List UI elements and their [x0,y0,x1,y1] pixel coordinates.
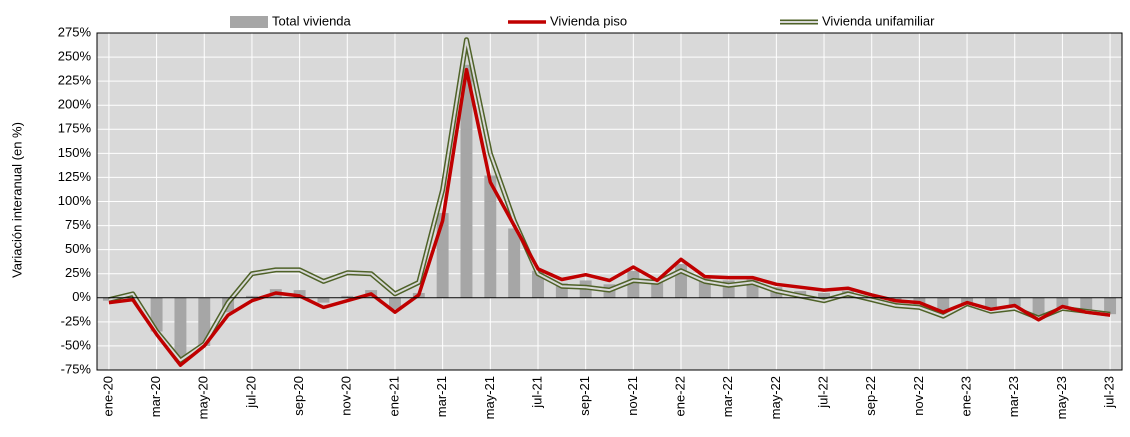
bar [698,278,711,298]
bar [436,213,449,298]
bar [460,64,473,298]
bar [555,283,568,298]
y-tick-label: -50% [61,337,92,352]
x-tick-label: ene-21 [386,376,401,416]
plot-frame [96,32,1123,371]
y-tick-label: 75% [65,217,91,232]
x-tick-label: jul-23 [1102,376,1117,409]
legend-label: Total vivienda [272,13,352,28]
y-tick-label: -75% [61,361,92,376]
x-tick-label: may-20 [196,376,211,419]
bar [1056,297,1069,308]
bar [341,295,354,298]
y-tick-label: 50% [65,241,91,256]
x-tick-label: ene-23 [958,376,973,416]
bar [746,279,759,298]
legend-label: Vivienda unifamiliar [822,13,935,28]
bar [1008,297,1021,307]
y-tick-label: 250% [58,49,92,64]
bar [532,270,544,298]
x-tick-label: jul-21 [529,376,544,409]
x-tick-label: may-23 [1054,376,1069,419]
bar [937,297,950,314]
y-tick-label: 275% [58,24,92,39]
bar [484,175,497,298]
x-tick-label: jul-22 [815,376,830,409]
bar [675,264,687,298]
bar [961,297,974,304]
y-tick-label: 0% [72,289,91,304]
x-tick-label: mar-22 [720,376,735,417]
bar [1080,297,1093,313]
x-tick-label: may-22 [768,376,783,419]
x-tick-label: sep-22 [863,376,878,416]
bar [1032,297,1045,319]
bar [198,297,211,346]
y-tick-label: 225% [58,73,92,88]
bar [1104,297,1117,315]
bar [245,295,258,298]
y-tick-label: 25% [65,265,91,280]
x-tick-label: may-21 [482,376,497,419]
x-tick-label: mar-23 [1006,376,1021,417]
x-tick-label: mar-20 [148,376,163,417]
y-tick-label: 150% [58,145,92,160]
y-axis-title: Variación interanual (en %) [9,122,24,278]
legend-swatch [230,16,268,28]
bar [389,297,401,310]
x-tick-label: sep-20 [291,376,306,416]
x-tick-label: ene-22 [672,376,687,416]
bar [627,270,640,298]
x-tick-label: jul-20 [243,376,258,409]
x-tick-label: ene-20 [100,376,115,416]
bar [174,297,187,362]
y-tick-label: 200% [58,97,92,112]
bar [150,297,163,332]
x-tick-label: nov-20 [339,376,354,416]
bar [293,290,306,298]
bar [722,280,735,298]
legend-label: Vivienda piso [550,13,627,28]
bar [317,297,330,303]
y-tick-label: 175% [58,121,92,136]
line [108,67,1111,367]
x-tick-label: nov-22 [911,376,926,416]
x-tick-label: sep-21 [577,376,592,416]
y-tick-label: 125% [58,169,92,184]
double-line-inner [108,38,1111,362]
x-tick-label: nov-21 [625,376,640,416]
bar [984,297,997,311]
bar [818,292,830,298]
x-tick-label: mar-21 [434,376,449,417]
bar [508,228,521,298]
bar [651,281,664,298]
y-tick-label: -25% [61,313,92,328]
y-tick-label: 100% [58,193,92,208]
